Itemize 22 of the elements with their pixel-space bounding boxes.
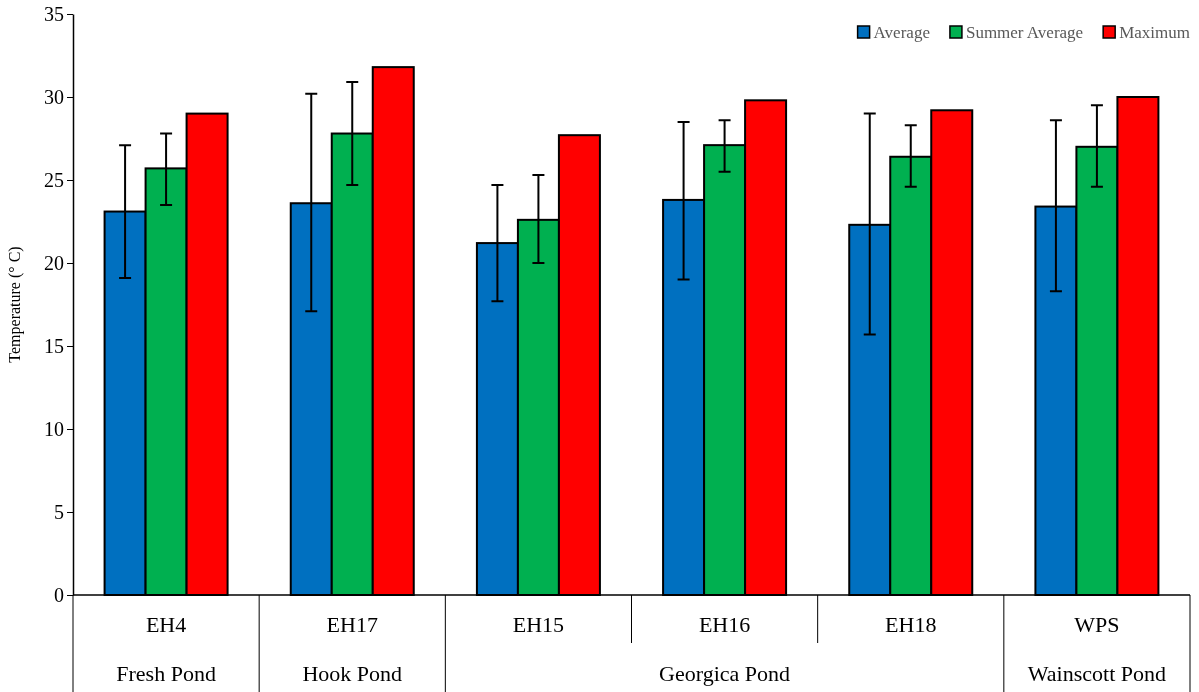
- y-tick-label: 35: [44, 2, 64, 25]
- text: Georgica Pond: [659, 661, 791, 686]
- y-tick-label: 20: [44, 251, 64, 274]
- y-tick-label: 10: [44, 417, 64, 440]
- y-tick-label: 5: [54, 500, 64, 523]
- legend-label: Summer Average: [965, 23, 1084, 42]
- x-tick-label: EH15: [512, 612, 565, 637]
- x-tick-label: EH18: [885, 612, 937, 637]
- y-tick-label: 0: [54, 583, 64, 606]
- text: Fresh Pond: [116, 661, 216, 686]
- legend-label: Average: [873, 23, 930, 42]
- x-tick-label: WPS: [1074, 612, 1120, 637]
- text: Wainscott Pond: [1027, 661, 1166, 686]
- legend-label: Maximum: [1119, 23, 1190, 42]
- x-tick-label: EH17: [326, 612, 378, 637]
- x-tick-label: EH4: [145, 612, 187, 637]
- y-tick-label: 15: [44, 334, 64, 357]
- text: Hook Pond: [302, 661, 403, 686]
- y-tick-label: 25: [44, 168, 64, 191]
- y-tick-label: 30: [44, 85, 64, 108]
- x-tick-label: EH16: [698, 612, 751, 637]
- y-axis-title: Temperature (° C): [6, 246, 24, 363]
